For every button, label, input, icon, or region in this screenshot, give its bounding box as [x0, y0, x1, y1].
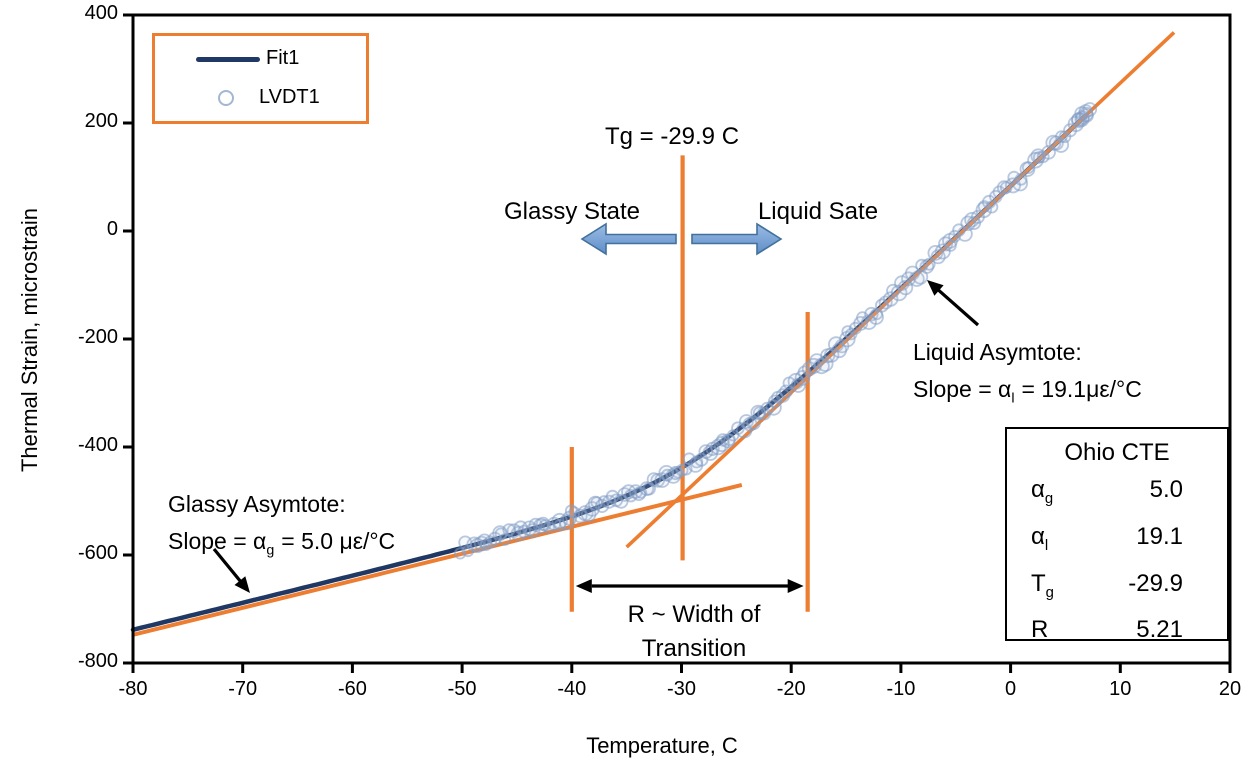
- x-axis-title: Temperature, C: [586, 733, 738, 758]
- glassy-asymptote-arrow: [212, 547, 250, 593]
- x-tick-label: -50: [447, 678, 477, 700]
- glassy-state-arrow: [580, 222, 677, 256]
- legend-label-fit1: Fit1: [266, 47, 300, 69]
- x-tick-label: -60: [337, 678, 367, 700]
- liquid-state-arrow: [691, 222, 783, 256]
- x-tick-label: -80: [118, 678, 148, 700]
- glassy-asymptote-line: [132, 482, 743, 637]
- table-row: R 5.21: [1031, 616, 1183, 644]
- y-axis-title: Thermal Strain, microstrain: [17, 207, 42, 473]
- liquid-asymptote-slope: Slope = αl = 19.1με/°C: [913, 376, 1142, 407]
- y-tick-label: -400: [77, 434, 118, 456]
- legend-label-lvdt1: LVDT1: [259, 86, 320, 108]
- legend: Fit1 LVDT1: [152, 33, 369, 124]
- lvdt-marker-swatch: [218, 90, 234, 106]
- y-tick-label: 200: [84, 110, 118, 132]
- x-tick-label: -40: [557, 678, 587, 700]
- glassy-asymptote-title: Glassy Asymtote:: [168, 491, 346, 517]
- table-row: Tg -29.9: [1031, 569, 1183, 601]
- x-tick-label: -10: [886, 678, 916, 700]
- x-tick-label: -70: [228, 678, 258, 700]
- y-tick-label: 400: [84, 2, 118, 24]
- y-tick-label: -600: [77, 542, 118, 564]
- liquid-state-label: Liquid Sate: [757, 198, 879, 225]
- lvdt1-scatter: [453, 102, 1098, 560]
- liquid-asymptote-annotation: Liquid Asymtote: Slope = αl = 19.1με/°C: [913, 334, 1142, 418]
- y-tick-label: -800: [77, 650, 118, 672]
- r-width-arrow: [575, 579, 804, 593]
- glassy-asymptote-annotation: Glassy Asymtote: Slope = αg = 5.0 με/°C: [168, 486, 395, 570]
- fit-line-swatch: [196, 57, 260, 62]
- cte-table-title: Ohio CTE: [1064, 439, 1170, 466]
- tg-annotation: Tg = -29.9 C: [604, 123, 740, 150]
- liquid-asymptote-arrow: [927, 280, 980, 327]
- x-tick-label: -20: [776, 678, 806, 700]
- x-tick-label: 0: [1005, 678, 1017, 700]
- glassy-asymptote-slope: Slope = αg = 5.0 με/°C: [168, 528, 396, 559]
- x-tick-label: 20: [1218, 678, 1242, 700]
- cte-results-table: Ohio CTE αg 5.0 αl 19.1 Tg -29.9 R 5.21: [1005, 427, 1229, 643]
- r-width-annotation: R ~ Width of Transition: [628, 598, 761, 666]
- r-width-line2: Transition: [641, 635, 747, 662]
- r-width-line1: R ~ Width of: [627, 601, 761, 628]
- x-tick-label: -30: [667, 678, 696, 700]
- glassy-state-label: Glassy State: [503, 198, 641, 225]
- x-tick-label: 10: [1109, 678, 1132, 700]
- liquid-asymptote-title: Liquid Asymtote:: [913, 339, 1082, 365]
- table-row: αg 5.0: [1031, 476, 1183, 507]
- table-row: αl 19.1: [1031, 522, 1183, 554]
- y-tick-label: 0: [106, 218, 118, 240]
- y-tick-label: -200: [77, 326, 118, 348]
